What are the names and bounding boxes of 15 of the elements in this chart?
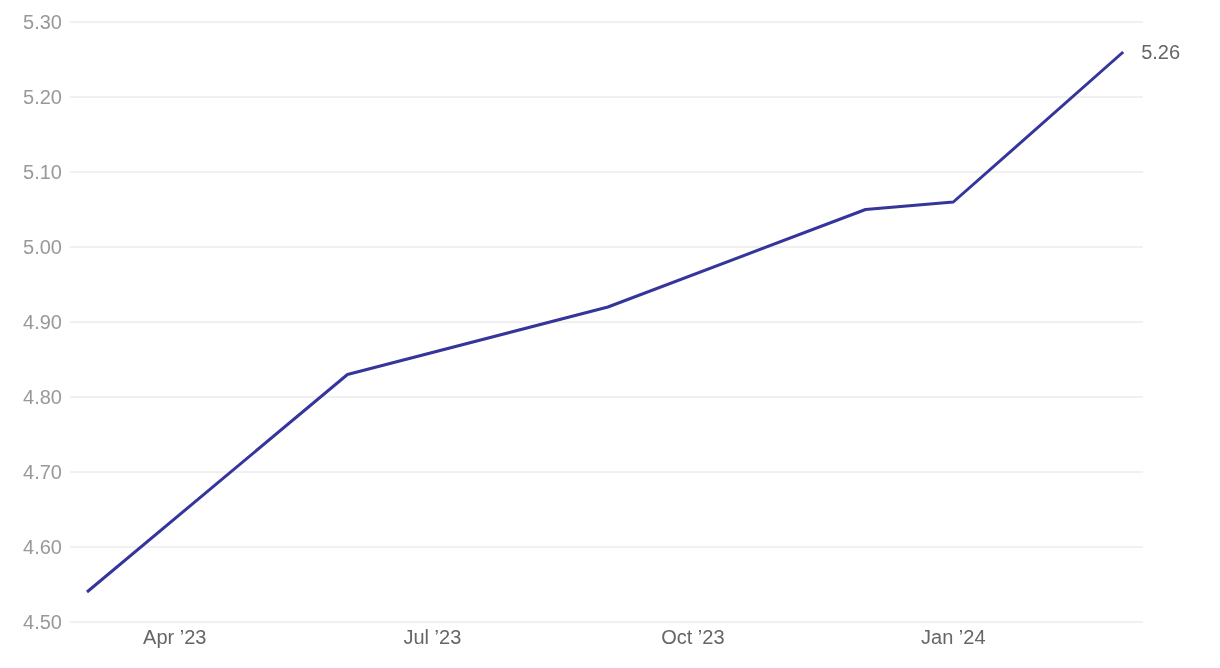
x-tick-label: Jul ’23 — [403, 626, 462, 649]
line-series — [85, 50, 1125, 594]
y-tick-label: 4.70 — [23, 461, 62, 484]
y-tick-label: 5.10 — [23, 161, 62, 184]
y-tick-label: 4.80 — [23, 386, 62, 409]
y-tick-label: 4.90 — [23, 311, 62, 334]
y-tick-label: 5.30 — [23, 11, 62, 34]
x-tick-label: Jan ’24 — [921, 626, 986, 649]
y-tick-label: 4.60 — [23, 536, 62, 559]
y-tick-label: 5.00 — [23, 236, 62, 259]
x-tick-label: Oct ’23 — [661, 626, 725, 649]
y-tick-label: 4.50 — [23, 611, 62, 634]
x-tick-label: Apr ’23 — [143, 626, 207, 649]
y-tick-label: 5.20 — [23, 86, 62, 109]
data-label: 5.26 — [1141, 41, 1181, 63]
